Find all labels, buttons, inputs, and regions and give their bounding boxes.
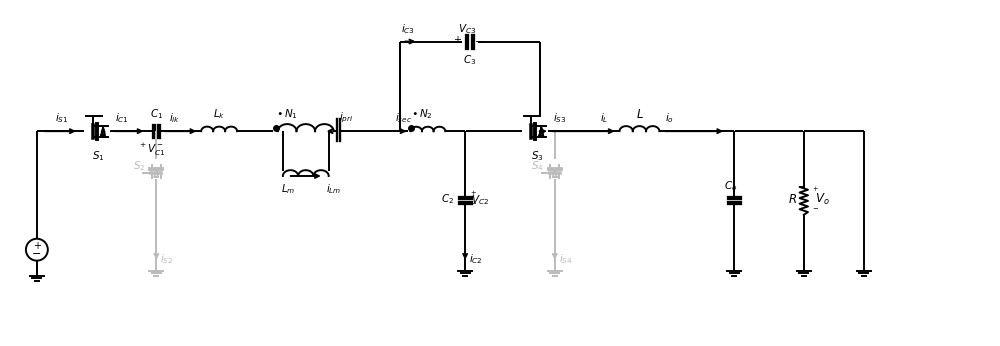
Text: $+$: $+$ xyxy=(453,34,462,45)
Text: $^-$: $^-$ xyxy=(469,201,477,211)
Text: $\bullet\,N_2$: $\bullet\,N_2$ xyxy=(411,107,433,121)
Text: $i_{S4}$: $i_{S4}$ xyxy=(559,252,572,265)
Text: $S_2$: $S_2$ xyxy=(133,159,146,173)
Text: $V_{C2}$: $V_{C2}$ xyxy=(471,193,489,207)
Text: $i_o$: $i_o$ xyxy=(665,111,674,125)
Text: $R$: $R$ xyxy=(788,193,797,207)
Text: $\bullet\,N_1$: $\bullet\,N_1$ xyxy=(276,107,298,121)
Text: $i_{C3}$: $i_{C3}$ xyxy=(401,22,415,36)
Text: +: + xyxy=(33,241,41,251)
Text: $^+$: $^+$ xyxy=(811,186,819,196)
Text: $S_4$: $S_4$ xyxy=(531,159,544,173)
Text: $C_1$: $C_1$ xyxy=(150,107,163,121)
Text: $C_3$: $C_3$ xyxy=(463,54,477,67)
Text: $i_{S1}$: $i_{S1}$ xyxy=(55,111,69,125)
Text: $L$: $L$ xyxy=(636,108,643,121)
Text: $S_1$: $S_1$ xyxy=(92,149,105,163)
Text: $C_2$: $C_2$ xyxy=(441,192,454,206)
Text: $^-$: $^-$ xyxy=(811,206,819,216)
Text: $i_{lk}$: $i_{lk}$ xyxy=(169,111,180,125)
Text: −: − xyxy=(32,249,42,259)
Text: $-$: $-$ xyxy=(474,35,484,45)
Text: $S_3$: $S_3$ xyxy=(531,149,543,163)
Text: $i_L$: $i_L$ xyxy=(600,111,609,125)
Text: $i_{S2}$: $i_{S2}$ xyxy=(160,252,174,265)
Text: $i_{Lm}$: $i_{Lm}$ xyxy=(326,182,341,196)
Text: $i_{C1}$: $i_{C1}$ xyxy=(115,111,128,125)
Text: $^+V_{C1}^-$: $^+V_{C1}^-$ xyxy=(138,142,165,158)
Text: $V_o$: $V_o$ xyxy=(815,192,829,208)
Text: $V_{C3}$: $V_{C3}$ xyxy=(458,22,476,36)
Text: $^+$: $^+$ xyxy=(469,190,477,200)
Text: $i_{pri}$: $i_{pri}$ xyxy=(339,110,353,125)
Text: $C_o$: $C_o$ xyxy=(724,179,738,193)
Text: $L_k$: $L_k$ xyxy=(213,107,225,121)
Text: $i_{C2}$: $i_{C2}$ xyxy=(469,252,483,265)
Text: $L_m$: $L_m$ xyxy=(281,182,295,196)
Text: $i_{S3}$: $i_{S3}$ xyxy=(553,111,566,125)
Text: $i_{sec}$: $i_{sec}$ xyxy=(395,111,412,125)
